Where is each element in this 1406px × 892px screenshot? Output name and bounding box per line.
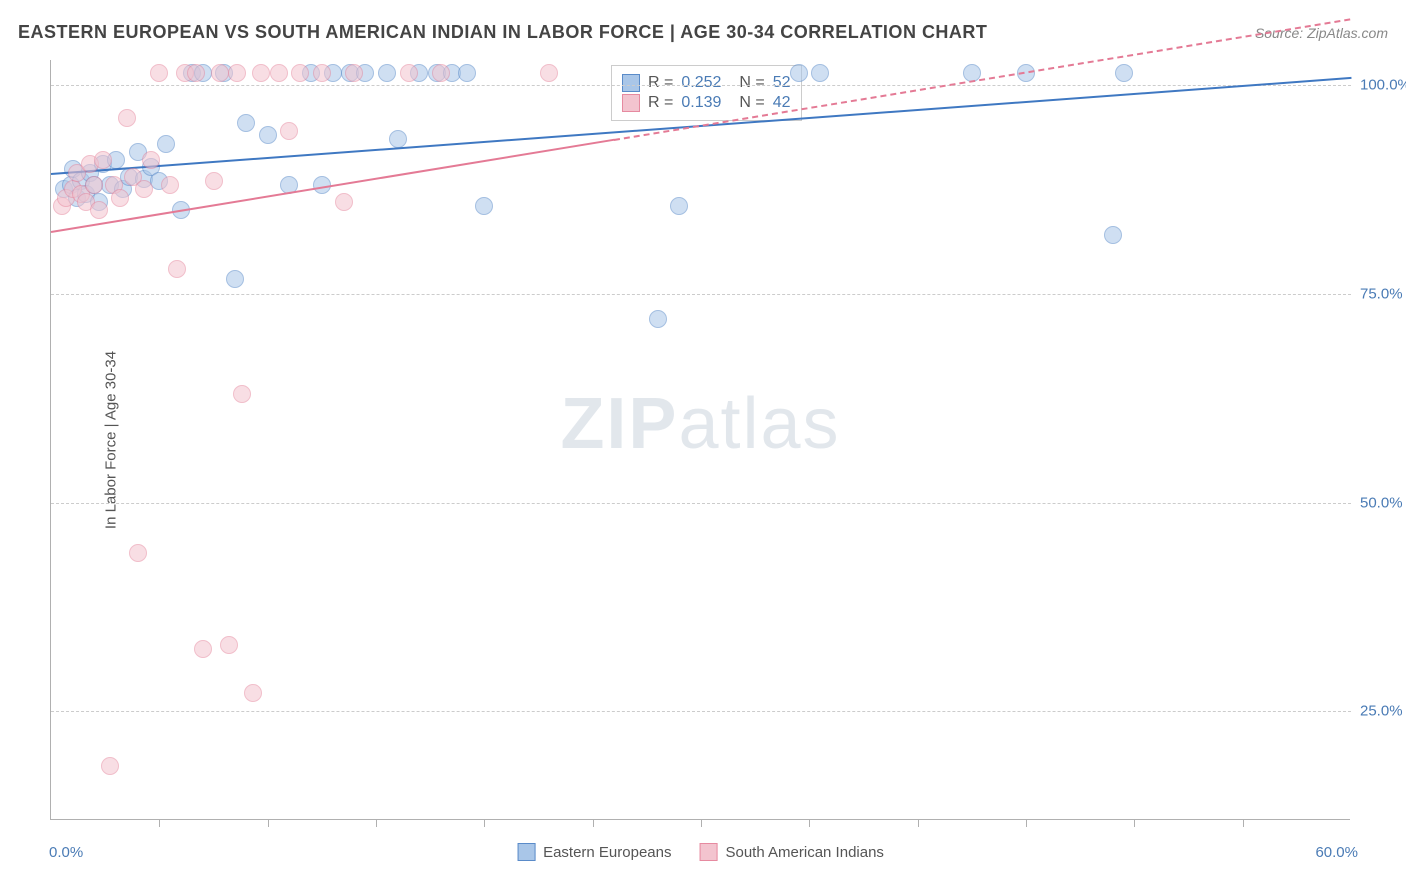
data-point (378, 64, 396, 82)
r-label: R = (648, 74, 673, 92)
data-point (400, 64, 418, 82)
data-point (150, 64, 168, 82)
n-label: N = (739, 74, 764, 92)
legend-item: South American Indians (699, 843, 883, 861)
y-tick-label: 75.0% (1360, 285, 1406, 302)
x-tick (1134, 819, 1135, 827)
data-point (432, 64, 450, 82)
data-point (129, 544, 147, 562)
legend: Eastern Europeans South American Indians (517, 843, 884, 861)
x-axis-max-label: 60.0% (1315, 844, 1358, 861)
data-point (649, 310, 667, 328)
data-point (270, 64, 288, 82)
x-tick (159, 819, 160, 827)
x-tick (268, 819, 269, 827)
legend-label: Eastern Europeans (543, 844, 671, 861)
r-value: 0.252 (681, 74, 721, 92)
data-point (168, 260, 186, 278)
data-point (540, 64, 558, 82)
gridline (51, 294, 1351, 295)
watermark: ZIPatlas (560, 383, 840, 465)
gridline (51, 711, 1351, 712)
x-tick (809, 819, 810, 827)
data-point (90, 201, 108, 219)
data-point (228, 64, 246, 82)
data-point (135, 180, 153, 198)
y-tick-label: 25.0% (1360, 703, 1406, 720)
x-tick (701, 819, 702, 827)
scatter-chart: In Labor Force | Age 30-34 ZIPatlas R =0… (50, 60, 1350, 820)
data-point (790, 64, 808, 82)
data-point (458, 64, 476, 82)
n-label: N = (739, 94, 764, 112)
data-point (233, 385, 251, 403)
data-point (811, 64, 829, 82)
data-point (118, 109, 136, 127)
y-tick-label: 100.0% (1360, 77, 1406, 94)
legend-item: Eastern Europeans (517, 843, 671, 861)
data-point (142, 151, 160, 169)
legend-swatch (699, 843, 717, 861)
x-tick (484, 819, 485, 827)
gridline (51, 85, 1351, 86)
data-point (475, 197, 493, 215)
data-point (205, 172, 223, 190)
data-point (291, 64, 309, 82)
data-point (252, 64, 270, 82)
stats-row: R = 0.139 N = 42 (622, 94, 791, 112)
x-tick (376, 819, 377, 827)
data-point (211, 64, 229, 82)
n-value: 52 (773, 74, 791, 92)
stats-row: R = 0.252 N = 52 (622, 74, 791, 92)
data-point (313, 64, 331, 82)
x-tick (918, 819, 919, 827)
source-label: Source: ZipAtlas.com (1255, 25, 1388, 41)
plot-area: ZIPatlas R =0.252N =52R =0.139N =42 East… (50, 60, 1350, 820)
n-value: 42 (773, 94, 791, 112)
series-swatch (622, 74, 640, 92)
data-point (226, 270, 244, 288)
data-point (161, 176, 179, 194)
x-tick (593, 819, 594, 827)
data-point (335, 193, 353, 211)
data-point (101, 757, 119, 775)
data-point (157, 135, 175, 153)
data-point (194, 640, 212, 658)
data-point (280, 122, 298, 140)
legend-label: South American Indians (725, 844, 883, 861)
data-point (670, 197, 688, 215)
x-tick (1026, 819, 1027, 827)
data-point (389, 130, 407, 148)
data-point (220, 636, 238, 654)
data-point (187, 64, 205, 82)
r-label: R = (648, 94, 673, 112)
data-point (111, 189, 129, 207)
data-point (1115, 64, 1133, 82)
data-point (94, 151, 112, 169)
chart-title: EASTERN EUROPEAN VS SOUTH AMERICAN INDIA… (18, 22, 987, 43)
data-point (1104, 226, 1122, 244)
y-tick-label: 50.0% (1360, 494, 1406, 511)
gridline (51, 503, 1351, 504)
data-point (237, 114, 255, 132)
series-swatch (622, 94, 640, 112)
data-point (244, 684, 262, 702)
legend-swatch (517, 843, 535, 861)
x-tick (1243, 819, 1244, 827)
data-point (345, 64, 363, 82)
data-point (85, 176, 103, 194)
x-axis-min-label: 0.0% (49, 844, 83, 861)
r-value: 0.139 (681, 94, 721, 112)
data-point (259, 126, 277, 144)
